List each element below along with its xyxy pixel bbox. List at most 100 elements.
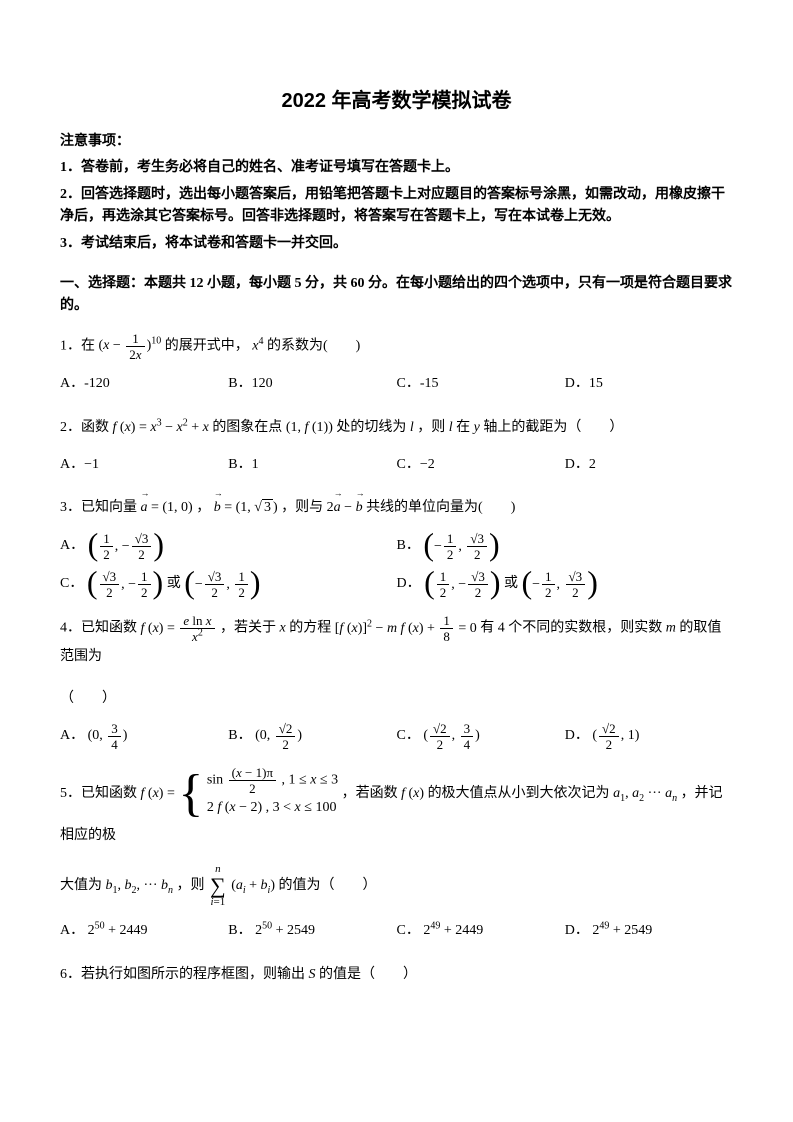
q6-var: S bbox=[309, 967, 316, 982]
q3-options-row1: A． (12, −√32) B． (−12, √32) bbox=[60, 530, 733, 562]
q3-opt-a: A． (12, −√32) bbox=[60, 530, 397, 562]
q4-b-label: B． bbox=[228, 728, 251, 743]
q5-b-label: B． bbox=[228, 923, 251, 938]
q3-prefix: 3．已知向量 bbox=[60, 500, 137, 515]
q5-d-label: D． bbox=[565, 923, 589, 938]
q5-options: A． 250 + 2449 B． 250 + 2549 C． 249 + 244… bbox=[60, 916, 733, 947]
q1-opt-c: C．-15 bbox=[397, 369, 565, 400]
q6-text: 6．若执行如图所示的程序框图，则输出 bbox=[60, 967, 305, 982]
notice-2: 2．回答选择题时，选出每小题答案后，用铅笔把答题卡上对应题目的答案标号涂黑，如需… bbox=[60, 184, 733, 229]
q1-opt-b: B．120 bbox=[228, 369, 396, 400]
q3-opt-d: D． (12, −√32) 或 (−12, √32) bbox=[397, 568, 734, 600]
q5-mid1: ，若函数 bbox=[342, 786, 398, 801]
q1-options: A．-120 B．120 C．-15 D．15 bbox=[60, 369, 733, 400]
q5-opt-d: D． 249 + 2549 bbox=[565, 916, 733, 947]
q3-options-row2: C． (√32, −12) 或 (−√32, 12) D． (12, −√32)… bbox=[60, 568, 733, 600]
q5-a-label: A． bbox=[60, 923, 84, 938]
q5-c-exp: 49 bbox=[430, 920, 440, 931]
q3-b-label: B． bbox=[397, 539, 420, 554]
q5-b-tail: + 2549 bbox=[272, 923, 315, 938]
q3-d-label: D． bbox=[397, 577, 421, 592]
q3-a-label: A． bbox=[60, 539, 84, 554]
q4-prefix: 4．已知函数 bbox=[60, 621, 137, 636]
q3-expr: 2a − b bbox=[327, 500, 363, 515]
q3-b: b = (1, √3) bbox=[214, 500, 278, 515]
question-1: 1．在 (x − 12x)10 的展开式中， x4 的系数为( ) bbox=[60, 332, 733, 361]
q4-options: A． (0, 34) B． (0, √22) C． (√22, 34) D． (… bbox=[60, 721, 733, 752]
q5-d-exp: 49 bbox=[599, 920, 609, 931]
q3-mid3: 共线的单位向量为( ) bbox=[366, 500, 515, 515]
q5-seq-b: b1, b2, ··· bn bbox=[106, 878, 174, 893]
q4-eqn: [f (x)]2 − m f (x) + 18 = 0 bbox=[335, 621, 477, 636]
q2-options: A．−1 B．1 C．−2 D．2 bbox=[60, 450, 733, 481]
q5-opt-a: A． 250 + 2449 bbox=[60, 916, 228, 947]
notice-3: 3．考试结束后，将本试卷和答题卡一并交回。 bbox=[60, 233, 733, 255]
question-3: 3．已知向量 a = (1, 0) ， b = (1, √3) ，则与 2a −… bbox=[60, 494, 733, 522]
q2-mid3: ，则 bbox=[417, 420, 445, 435]
q4-fx: f (x) = e ln xx2 bbox=[141, 621, 217, 636]
q1-mid: 的展开式中， bbox=[165, 338, 249, 353]
q5-sum-body: (ai + bi) bbox=[231, 878, 275, 893]
q6-tail: 的值是（ ） bbox=[319, 967, 417, 982]
notice-1: 1．答卷前，考生务必将自己的姓名、准考证号填写在答题卡上。 bbox=[60, 157, 733, 179]
question-5-line2: 大值为 b1, b2, ··· bn ，则 n ∑ i=1 (ai + bi) … bbox=[60, 864, 733, 908]
q4-opt-d: D． (√22, 1) bbox=[565, 721, 733, 752]
exam-page: 2022 年高考数学模拟试卷 注意事项： 1．答卷前，考生务必将自己的姓名、准考… bbox=[0, 0, 793, 1122]
q5-c-label: C． bbox=[397, 923, 420, 938]
q3-mid2: ，则与 bbox=[281, 500, 323, 515]
q2-mid5: 轴上的截距为（ ） bbox=[483, 420, 623, 435]
q4-mid3: 有 4 个不同的实数根，则实数 bbox=[480, 621, 662, 636]
q5-line2a: 大值为 bbox=[60, 878, 102, 893]
q5-seq-a: a1, a2 ··· an bbox=[613, 786, 677, 801]
question-6: 6．若执行如图所示的程序框图，则输出 S 的值是（ ） bbox=[60, 961, 733, 989]
q2-mid2: 处的切线为 bbox=[336, 420, 406, 435]
q5-a-base: 2 bbox=[88, 923, 95, 938]
question-4: 4．已知函数 f (x) = e ln xx2 ，若关于 x 的方程 [f (x… bbox=[60, 614, 733, 671]
page-title: 2022 年高考数学模拟试卷 bbox=[60, 85, 733, 117]
q4-a-label: A． bbox=[60, 728, 84, 743]
q4-m: m bbox=[666, 621, 676, 636]
q2-opt-b: B．1 bbox=[228, 450, 396, 481]
q2-mid4: 在 bbox=[456, 420, 470, 435]
q2-prefix: 2．函数 bbox=[60, 420, 109, 435]
q2-mid1: 的图象在点 bbox=[212, 420, 282, 435]
q5-d-tail: + 2549 bbox=[609, 923, 652, 938]
q5-line2c: 的值为（ ） bbox=[279, 878, 377, 893]
q1-opt-a: A．-120 bbox=[60, 369, 228, 400]
q5-prefix: 5．已知函数 bbox=[60, 786, 137, 801]
question-2: 2．函数 f (x) = x3 − x2 + x 的图象在点 (1, f (1)… bbox=[60, 414, 733, 442]
q2-opt-c: C．−2 bbox=[397, 450, 565, 481]
q4-x: x bbox=[280, 621, 286, 636]
q4-opt-c: C． (√22, 34) bbox=[397, 721, 565, 752]
q4-mid1: ，若关于 bbox=[220, 621, 276, 636]
q5-sum: n ∑ i=1 bbox=[210, 864, 226, 908]
q1-expr: (x − 12x)10 bbox=[99, 338, 162, 353]
q5-fx2: f (x) bbox=[401, 786, 424, 801]
q3-a: a = (1, 0) bbox=[141, 500, 193, 515]
section-1-header: 一、选择题：本题共 12 小题，每小题 5 分，共 60 分。在每小题给出的四个… bbox=[60, 273, 733, 318]
q2-fx: f (x) = x3 − x2 + x bbox=[113, 420, 209, 435]
q5-opt-c: C． 249 + 2449 bbox=[397, 916, 565, 947]
q3-c-label: C． bbox=[60, 577, 83, 592]
q5-line2b: ，则 bbox=[177, 878, 205, 893]
q2-l1: l bbox=[410, 420, 414, 435]
q1-prefix: 1．在 bbox=[60, 338, 95, 353]
q5-piecewise: sin (x − 1)π2 , 1 ≤ x ≤ 3 2 f (x − 2) , … bbox=[207, 766, 338, 822]
q4-opt-a: A． (0, 34) bbox=[60, 721, 228, 752]
q2-y: y bbox=[474, 420, 480, 435]
q4-d-label: D． bbox=[565, 728, 589, 743]
question-5: 5．已知函数 f (x) = { sin (x − 1)π2 , 1 ≤ x ≤… bbox=[60, 766, 733, 850]
q2-opt-a: A．−1 bbox=[60, 450, 228, 481]
q5-mid2: 的极大值点从小到大依次记为 bbox=[428, 786, 610, 801]
q3-opt-b: B． (−12, √32) bbox=[397, 530, 734, 562]
q4-mid2: 的方程 bbox=[289, 621, 331, 636]
q2-l2: l bbox=[449, 420, 453, 435]
q1-suffix: 的系数为( ) bbox=[267, 338, 360, 353]
q3-or-2: 或 bbox=[504, 577, 518, 592]
q2-opt-d: D．2 bbox=[565, 450, 733, 481]
q5-opt-b: B． 250 + 2549 bbox=[228, 916, 396, 947]
q4-tail: （ ） bbox=[60, 685, 733, 713]
q4-c-label: C． bbox=[397, 728, 420, 743]
q5-fx: f (x) = bbox=[141, 786, 179, 801]
q3-opt-c: C． (√32, −12) 或 (−√32, 12) bbox=[60, 568, 397, 600]
